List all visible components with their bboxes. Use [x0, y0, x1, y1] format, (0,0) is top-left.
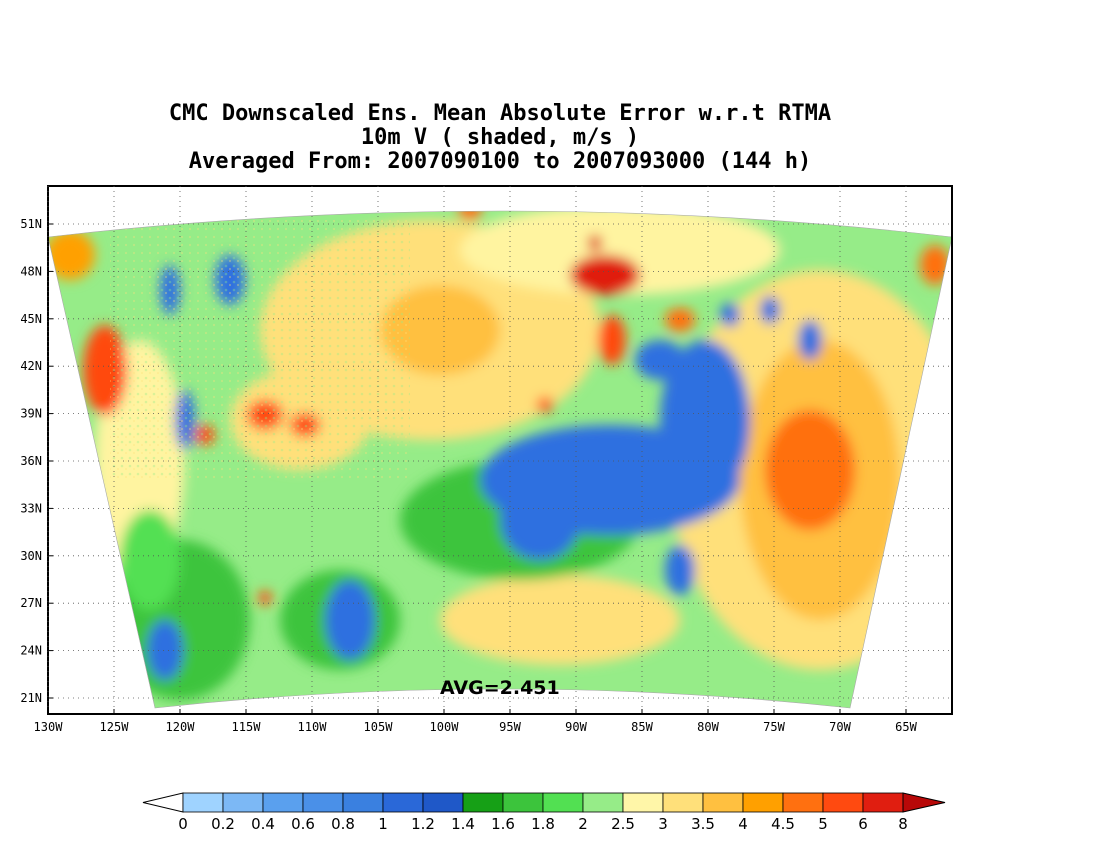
colorbar-label: 1.2 [411, 815, 435, 833]
longitude-axis: 130W 125W 120W 115W 110W 105W 100W 95W 90W 85W 80W… [34, 709, 918, 734]
colorbar-label: 3 [658, 815, 668, 833]
lon-tick-label: 115W [232, 720, 262, 734]
colorbar-label: 4 [738, 815, 748, 833]
colorbar-label: 2.5 [611, 815, 635, 833]
lat-tick-label: 33N [20, 501, 42, 515]
colorbar-swatch [262, 792, 304, 813]
title-line-1: CMC Downscaled Ens. Mean Absolute Error … [168, 101, 832, 126]
colorbar-swatch [422, 792, 464, 813]
lat-tick-label: 48N [20, 264, 42, 278]
colorbar-label: 1 [378, 815, 388, 833]
lat-tick-label: 42N [20, 359, 42, 373]
colorbar-under-arrow [142, 792, 184, 813]
colorbar-label: 3.5 [691, 815, 715, 833]
lon-tick-label: 80W [697, 720, 719, 734]
colorbar-swatch [622, 792, 664, 813]
colorbar-label: 6 [858, 815, 868, 833]
lon-tick-label: 100W [430, 720, 460, 734]
colorbar-swatch [222, 792, 264, 813]
lon-tick-label: 90W [565, 720, 587, 734]
colorbar-swatch [782, 792, 824, 813]
colorbar-label: 2 [578, 815, 588, 833]
map-frame [47, 185, 953, 715]
colorbar-swatch [502, 792, 544, 813]
lat-tick-label: 21N [20, 691, 42, 705]
lat-tick-label: 51N [20, 217, 42, 231]
colorbar-swatch [382, 792, 424, 813]
lon-tick-label: 85W [631, 720, 653, 734]
colorbar-swatch [542, 792, 584, 813]
colorbar-label: 1.6 [491, 815, 515, 833]
title-line-3: Averaged From: 2007090100 to 2007093000 … [188, 149, 812, 174]
lon-tick-label: 70W [829, 720, 851, 734]
lon-tick-label: 75W [763, 720, 785, 734]
colorbar-label: 5 [818, 815, 828, 833]
colorbar: 0 0.2 0.4 0.6 0.8 1 1.2 1.4 1.6 1.8 2 2.5 3 3.5 4 4.5 5 6… [142, 792, 946, 833]
lat-tick-label: 27N [20, 596, 42, 610]
colorbar-over-arrow [902, 792, 946, 813]
colorbar-swatch [182, 792, 224, 813]
colorbar-label: 4.5 [771, 815, 795, 833]
colorbar-label: 0.4 [251, 815, 275, 833]
colorbar-label: 8 [898, 815, 908, 833]
lon-tick-label: 120W [166, 720, 196, 734]
colorbar-label: 1.4 [451, 815, 475, 833]
title-line-2: 10m V ( shaded, m/s ) [360, 125, 640, 150]
colorbar-label: 0.6 [291, 815, 315, 833]
lon-tick-label: 130W [34, 720, 64, 734]
lon-tick-label: 65W [895, 720, 917, 734]
lat-tick-label: 36N [20, 454, 42, 468]
average-label: AVG=2.451 [440, 677, 560, 699]
shaded-field [47, 210, 953, 709]
lat-tick-label: 24N [20, 644, 42, 658]
gridlines [47, 186, 952, 714]
latitude-axis: 51N 48N 45N 42N 39N 36N 33N 30N 27N 24N 21N [20, 217, 53, 705]
colorbar-swatch [582, 792, 624, 813]
lon-tick-label: 125W [100, 720, 130, 734]
colorbar-swatch [662, 792, 704, 813]
lon-tick-label: 95W [499, 720, 521, 734]
colorbar-label: 0 [178, 815, 188, 833]
colorbar-swatch [302, 792, 344, 813]
colorbar-swatch [742, 792, 784, 813]
lat-tick-label: 30N [20, 549, 42, 563]
colorbar-swatch [702, 792, 744, 813]
lon-tick-label: 110W [298, 720, 328, 734]
colorbar-label: 1.8 [531, 815, 555, 833]
colorbar-swatch [462, 792, 504, 813]
colorbar-label: 0.8 [331, 815, 355, 833]
colorbar-swatch [822, 792, 864, 813]
lat-tick-label: 45N [20, 312, 42, 326]
colorbar-swatch [342, 792, 384, 813]
lon-tick-label: 105W [364, 720, 394, 734]
colorbar-label: 0.2 [211, 815, 235, 833]
colorbar-swatch [862, 792, 904, 813]
lat-tick-label: 39N [20, 407, 42, 421]
